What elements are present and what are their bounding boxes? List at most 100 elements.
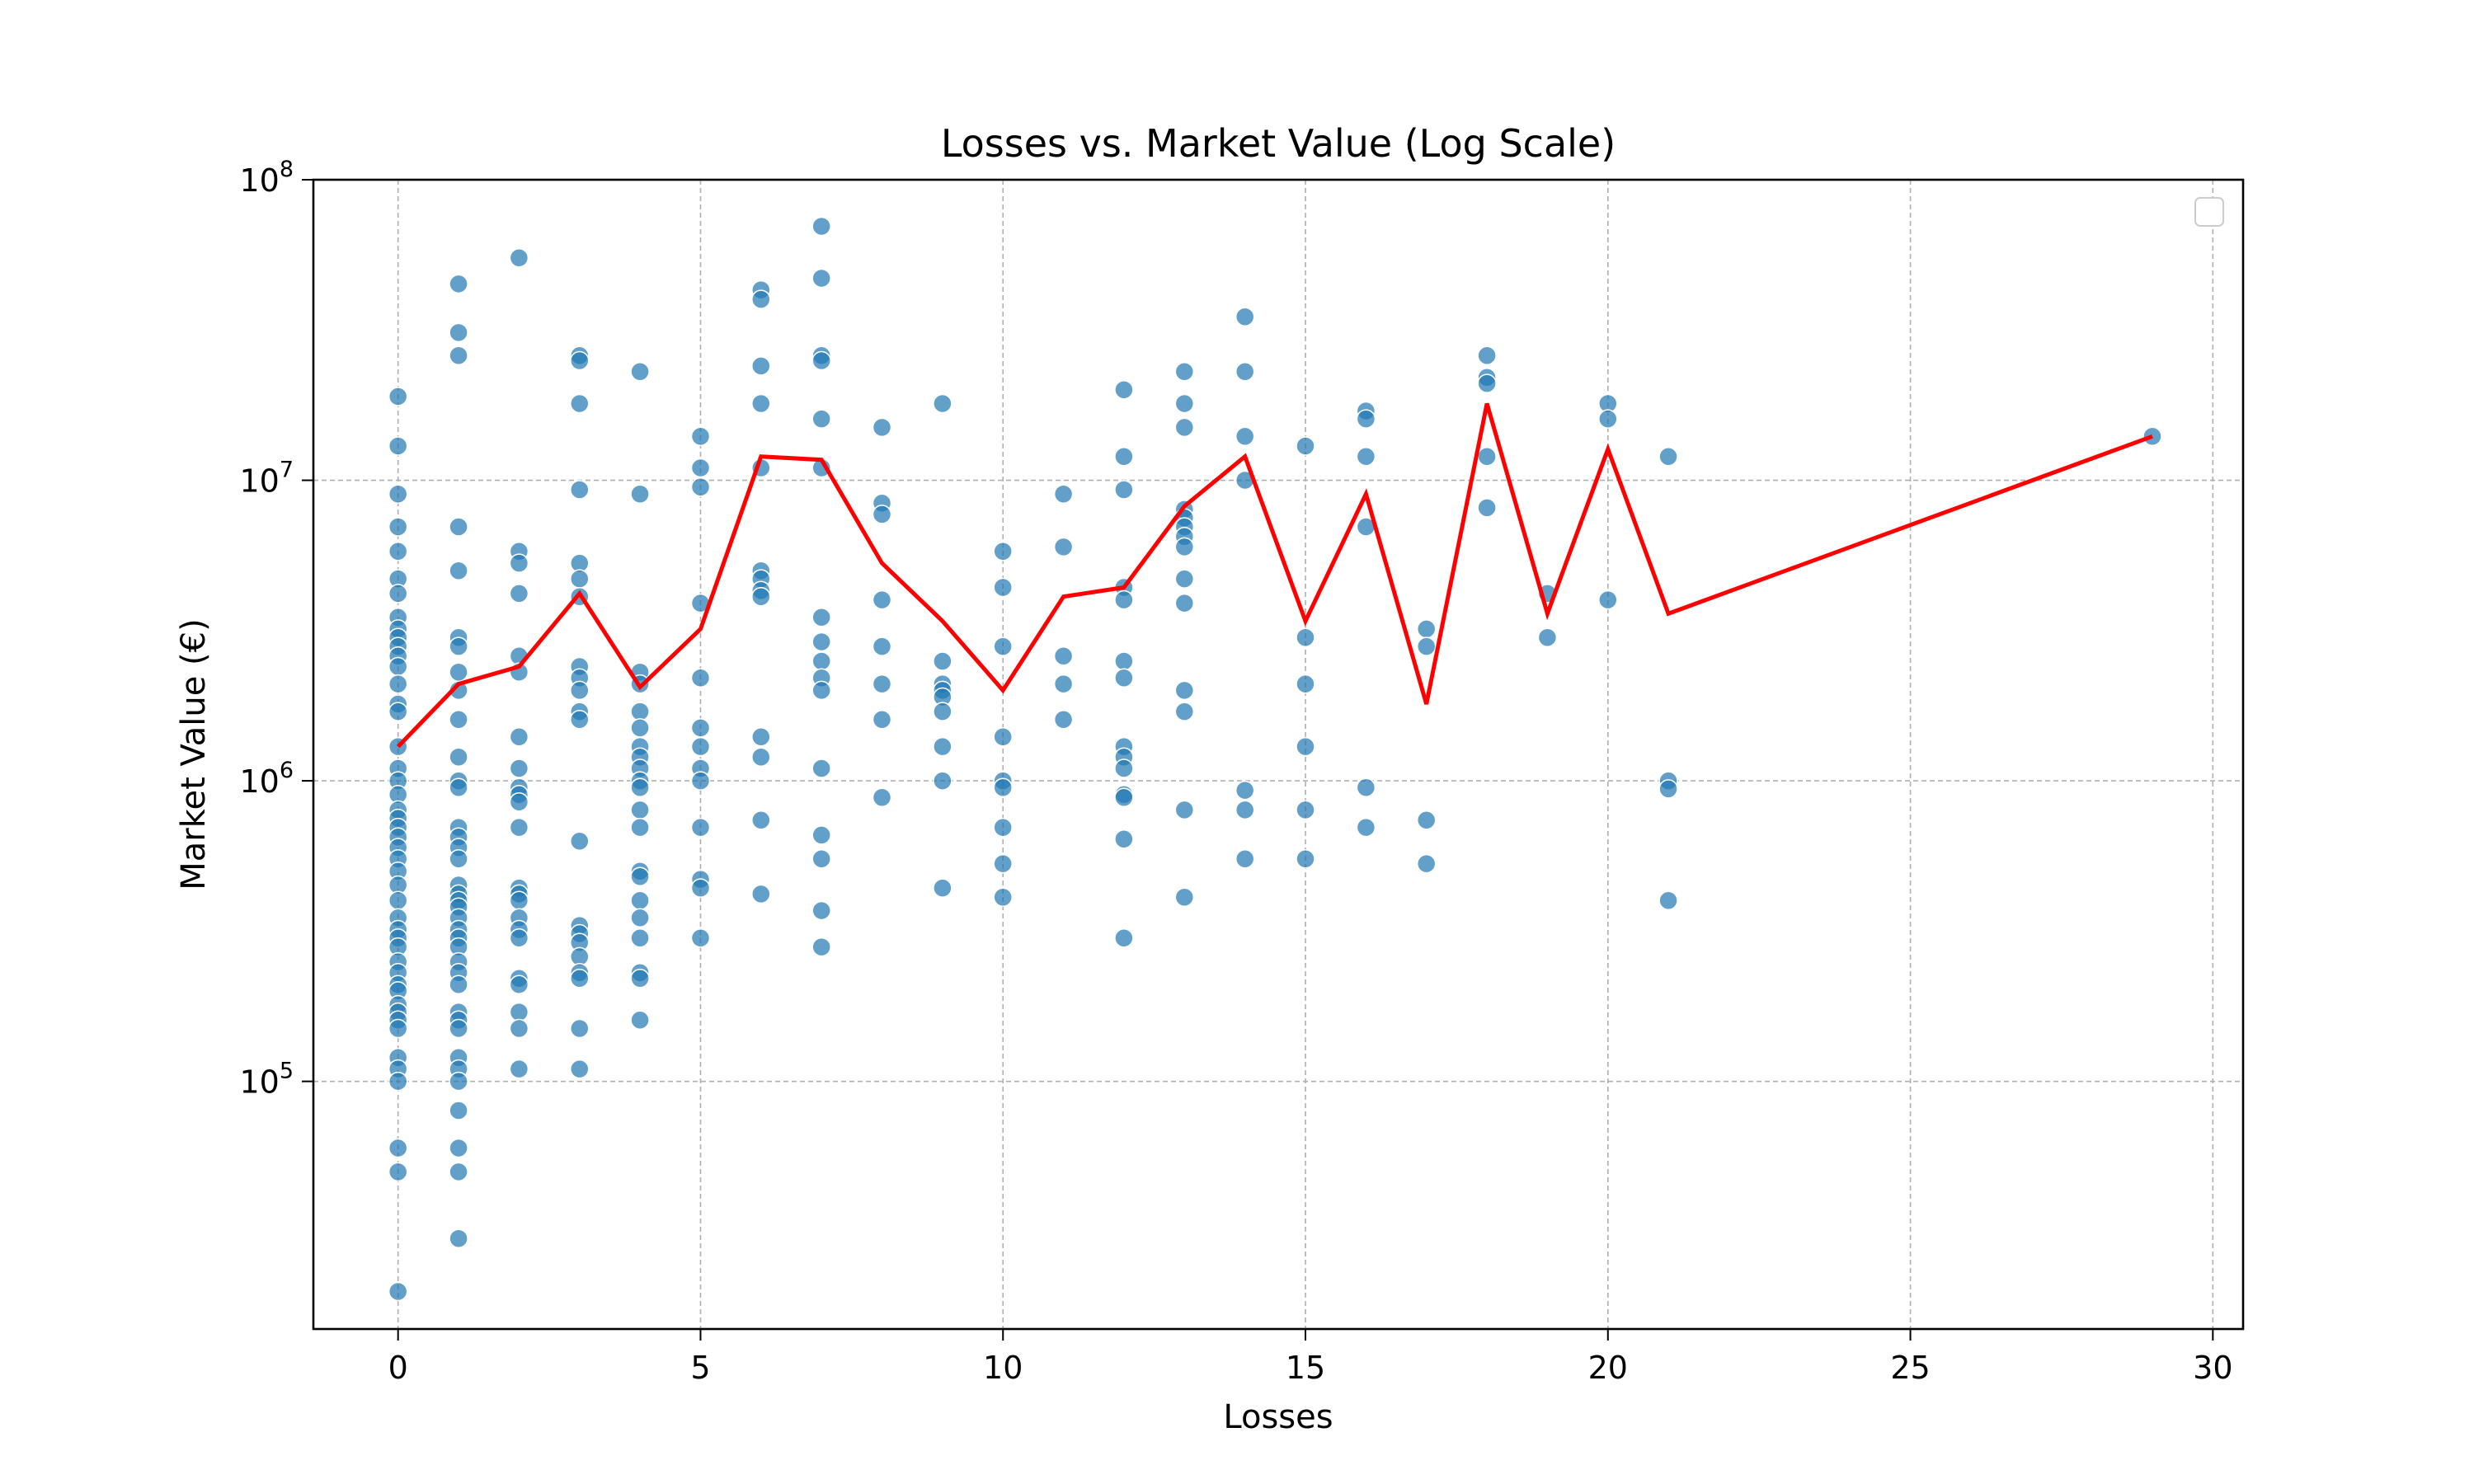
scatter-point — [872, 417, 892, 438]
scatter-point — [993, 542, 1013, 561]
scatter-point — [630, 969, 650, 989]
scatter-point — [570, 569, 590, 589]
scatter-point — [388, 1138, 408, 1158]
scatter-point — [1114, 829, 1134, 849]
scatter-point — [630, 718, 650, 738]
scatter-point — [449, 747, 468, 767]
scatter-point — [388, 436, 408, 456]
scatter-point — [993, 577, 1013, 598]
scatter-point — [690, 718, 711, 738]
scatter-point — [388, 1162, 408, 1182]
scatter-point — [388, 584, 408, 603]
y-tick-label: 107 — [239, 458, 294, 500]
scatter-point — [630, 361, 650, 382]
scatter-point — [811, 825, 831, 845]
x-tick-label: 30 — [2193, 1350, 2232, 1386]
scatter-point — [388, 890, 408, 910]
scatter-point — [1296, 800, 1315, 820]
scatter-point — [1356, 446, 1376, 467]
scatter-point — [1174, 569, 1195, 589]
scatter-point — [751, 747, 771, 767]
x-tick-label: 0 — [388, 1350, 408, 1386]
scatter-point — [1174, 393, 1195, 414]
scatter-point — [1053, 646, 1074, 666]
x-tick-label: 10 — [983, 1350, 1023, 1386]
scatter-point — [1416, 636, 1437, 656]
scatter-point — [1053, 674, 1074, 694]
scatter-point — [449, 777, 468, 797]
scatter-point — [751, 586, 771, 607]
scatter-point — [811, 409, 831, 429]
scatter-point — [509, 928, 529, 948]
x-tick-label: 15 — [1286, 1350, 1325, 1386]
scatter-point — [811, 608, 831, 627]
x-axis-title: Losses — [1223, 1398, 1333, 1436]
scatter-point — [690, 668, 711, 688]
scatter-point — [1235, 800, 1255, 820]
scatter-point — [509, 584, 529, 603]
scatter-point — [1114, 668, 1134, 688]
scatter-point — [1174, 361, 1195, 382]
scatter-point — [1477, 345, 1497, 366]
scatter-point — [1416, 853, 1437, 874]
scatter-point — [993, 727, 1013, 747]
scatter-point — [1235, 426, 1255, 447]
scatter-point — [1114, 380, 1134, 400]
scatter-point — [933, 393, 952, 414]
scatter-point — [449, 1071, 468, 1092]
scatter-point — [1174, 702, 1195, 721]
scatter-point — [1174, 593, 1195, 613]
scatter-point — [1477, 446, 1497, 467]
scatter-point — [1416, 810, 1437, 830]
scatter-point — [993, 887, 1013, 908]
y-tick-label: 106 — [239, 758, 294, 800]
scatter-point — [449, 709, 468, 730]
scatter-point — [751, 727, 771, 747]
scatter-point — [1477, 373, 1497, 393]
scatter-point — [751, 356, 771, 376]
scatter-point — [509, 758, 529, 778]
scatter-point — [1598, 409, 1618, 429]
scatter-point — [570, 393, 590, 414]
scatter-point — [449, 974, 468, 994]
scatter-point — [751, 393, 771, 414]
scatter-point — [449, 1138, 468, 1158]
scatter-point — [630, 800, 650, 820]
scatter-point — [872, 674, 892, 694]
scatter-point — [570, 350, 590, 371]
scatter-point — [630, 702, 650, 721]
scatter-point — [1235, 307, 1255, 326]
scatter-point — [811, 680, 831, 701]
scatter-point — [449, 1162, 468, 1182]
scatter-point — [1114, 446, 1134, 467]
scatter-point — [1296, 674, 1315, 694]
trend-line-layer — [396, 402, 2153, 749]
scatter-point — [1416, 619, 1437, 639]
scatter-point — [630, 928, 650, 948]
scatter-point — [690, 458, 711, 478]
scatter-point — [1598, 589, 1618, 610]
scatter-point — [1114, 480, 1134, 500]
scatter-point — [1658, 446, 1678, 467]
scatter-point — [1174, 887, 1195, 908]
scatter-point — [872, 787, 892, 808]
scatter-point — [690, 771, 711, 791]
scatter-point — [1356, 817, 1376, 838]
scatter-point — [1174, 800, 1195, 820]
scatter-point — [388, 1281, 408, 1302]
scatter-point — [1356, 409, 1376, 429]
scatter-point — [1235, 848, 1255, 869]
y-tick-label: 108 — [239, 157, 294, 199]
scatter-point — [449, 1101, 468, 1120]
scatter-point — [509, 1018, 529, 1039]
scatter-point — [751, 884, 771, 904]
scatter-point — [1235, 780, 1255, 801]
scatter-point — [449, 848, 468, 869]
scatter-point — [570, 680, 590, 701]
scatter-point — [933, 878, 952, 898]
scatter-point — [509, 727, 529, 747]
scatter-point — [811, 632, 831, 652]
scatter-point — [690, 878, 711, 898]
scatter-point — [630, 866, 650, 887]
